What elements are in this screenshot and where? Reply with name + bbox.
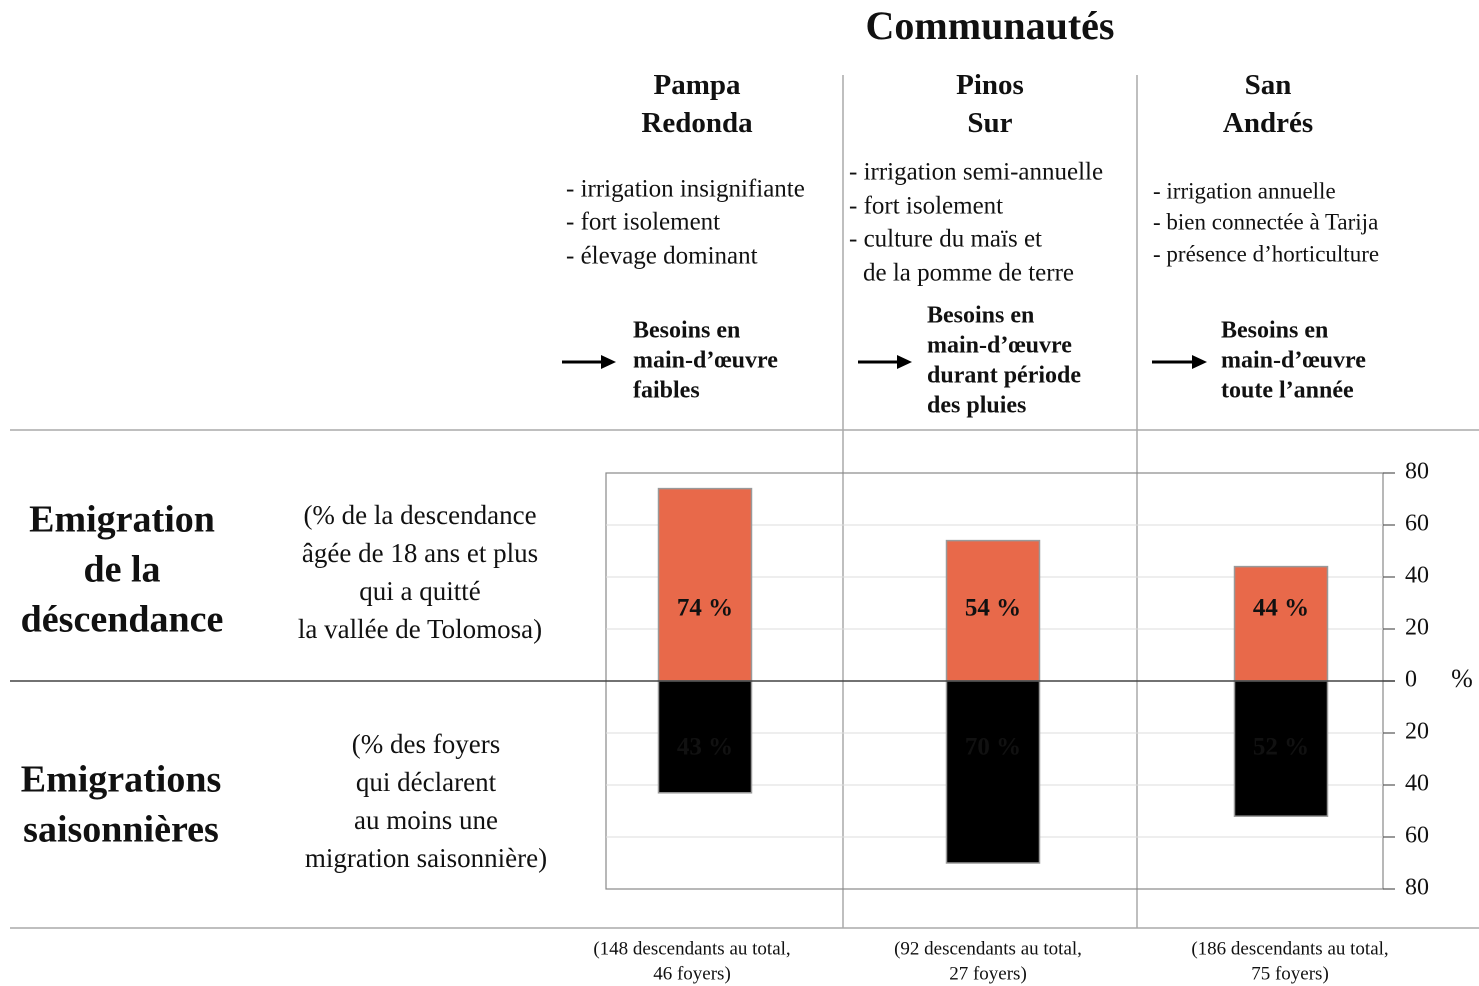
labor-need: Besoins en [633,318,740,344]
category-name: San Andrés [1223,69,1313,139]
arrows [562,355,1207,369]
footnote: (186 descendants au total, [1191,938,1388,959]
value-label: 43 % [677,734,733,761]
category-name: Pampa Redonda [641,69,753,139]
labor-need: faibles [633,378,700,404]
community-description: - irrigation semi-annuelle [849,159,1103,186]
labor-need: Besoins en [927,303,1034,329]
row-description: âgée de 18 ans et plus [302,538,538,568]
value-label: 70 % [965,734,1021,761]
y-tick-label: 60 [1405,823,1429,849]
footnote: (92 descendants au total, [894,938,1082,959]
footnote: 27 foyers) [949,963,1027,984]
row-label: déscendance [21,599,224,641]
row-description: (% des foyers [352,729,500,759]
labor-need: des pluies [927,393,1026,419]
community-description: - présence d’horticulture [1153,241,1379,266]
y-tick-label: 40 [1405,771,1429,797]
bar [657,680,753,794]
row-label: de la [83,549,160,591]
value-label: 52 % [1253,734,1309,761]
bar [1233,565,1329,682]
community-description: - irrigation annuelle [1153,178,1336,203]
community-description: de la pomme de terre [863,260,1074,287]
labor-need: durant période [927,363,1081,389]
community-description: - fort isolement [849,193,1003,220]
labor-need: main-d’œuvre [1221,348,1366,374]
community-description: - irrigation insignifiante [566,176,805,203]
footnote: (148 descendants au total, [593,938,790,959]
community-description: - bien connectée à Tarija [1153,209,1378,234]
y-tick-label: 40 [1405,563,1429,589]
chart-title: Communautés [866,3,1115,48]
value-label: 74 % [677,595,733,622]
row-description: migration saisonnière) [305,843,547,873]
labor-need: toute l’année [1221,378,1354,404]
y-tick-label: 80 [1405,875,1429,901]
labor-need: main-d’œuvre [927,333,1072,359]
category-name: Pinos Sur [956,69,1024,139]
community-description: - élevage dominant [566,243,758,270]
community-description: - fort isolement [566,209,720,236]
footnote: 46 foyers) [653,963,731,984]
row-description: (% de la descendance [303,500,536,530]
y-tick-label: 80 [1405,459,1429,485]
row-description: au moins une [354,805,498,835]
row-label: Emigration [29,499,215,541]
labor-need: main-d’œuvre [633,348,778,374]
value-label: 44 % [1253,595,1309,622]
y-tick-label: 20 [1405,615,1429,641]
y-tick-label: 20 [1405,719,1429,745]
y-tick-label: 0 [1405,667,1417,693]
row-label: saisonnières [23,809,219,851]
row-description: qui a quitté [359,576,480,606]
footnote: 75 foyers) [1251,963,1329,984]
community-description: - culture du maïs et [849,226,1042,253]
bar [945,680,1041,864]
y-tick-label: 60 [1405,511,1429,537]
frame [10,75,1479,929]
bar [657,487,753,682]
row-description: qui déclarent [356,767,497,797]
labor-need: Besoins en [1221,318,1328,344]
row-label: Emigrations [21,759,222,801]
y-axis-label: % [1451,664,1473,693]
row-description: la vallée de Tolomosa) [298,614,542,644]
value-label: 54 % [965,595,1021,622]
